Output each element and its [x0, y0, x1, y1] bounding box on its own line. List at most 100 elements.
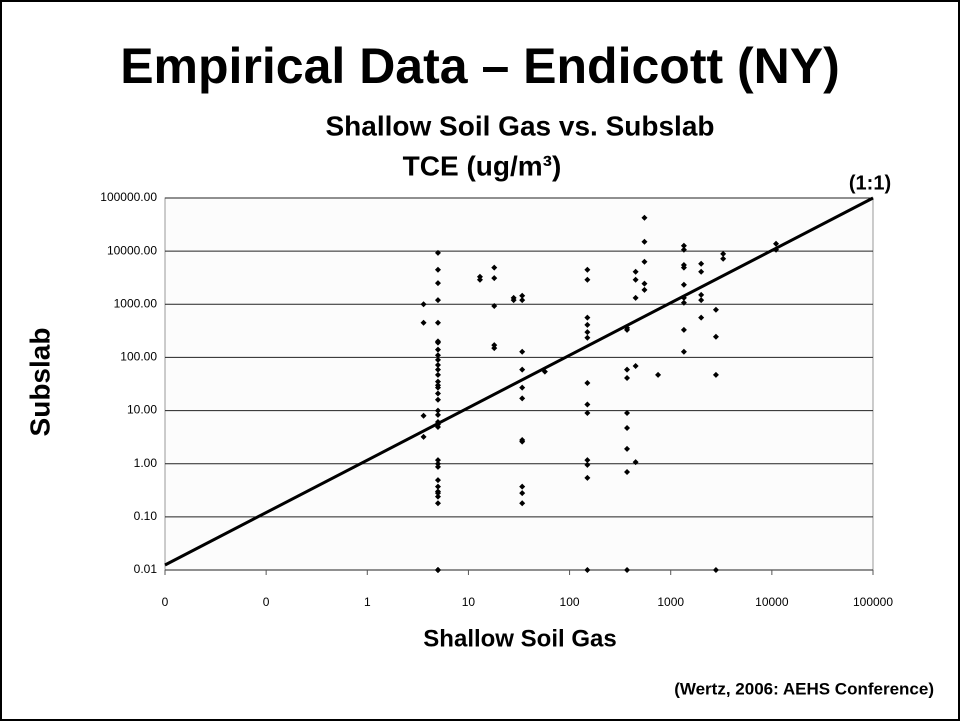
point — [698, 260, 705, 267]
x-tick-label: 10 — [462, 595, 476, 609]
point — [773, 240, 780, 247]
chart-subtitle: Shallow Soil Gas vs. Subslab — [325, 110, 714, 141]
point — [698, 297, 705, 304]
point — [434, 500, 441, 507]
point — [584, 461, 591, 468]
point — [680, 348, 687, 355]
point — [698, 314, 705, 321]
point — [632, 276, 639, 283]
point — [434, 463, 441, 470]
point — [624, 366, 631, 373]
point — [491, 302, 498, 309]
point — [510, 297, 517, 304]
source-note: (Wertz, 2006: AEHS Conference) — [674, 679, 934, 698]
point — [712, 306, 719, 313]
point — [632, 268, 639, 275]
point — [624, 567, 631, 573]
point — [584, 457, 591, 464]
point — [434, 407, 441, 414]
point — [519, 395, 526, 402]
point — [680, 294, 687, 301]
point — [624, 326, 631, 333]
point — [420, 412, 427, 419]
point — [434, 356, 441, 363]
point — [624, 468, 631, 475]
point — [712, 371, 719, 378]
chart-subtitle: TCE (ug/m³) — [403, 150, 562, 181]
y-tick-label: 1000.00 — [114, 296, 158, 310]
point — [584, 314, 591, 321]
annotation: (1:1) — [849, 172, 891, 194]
point — [434, 488, 441, 495]
point — [434, 493, 441, 500]
x-tick-label: 10000 — [755, 595, 789, 609]
point — [434, 396, 441, 403]
point — [698, 291, 705, 298]
point — [434, 266, 441, 273]
point — [720, 250, 727, 257]
point — [434, 366, 441, 373]
y-axis-label: Subslab — [24, 328, 55, 437]
point — [519, 483, 526, 490]
point — [624, 410, 631, 417]
point — [584, 410, 591, 417]
point — [680, 281, 687, 288]
point — [434, 338, 441, 345]
y-tick-label: 0.10 — [134, 509, 158, 523]
point — [434, 567, 441, 573]
point — [519, 348, 526, 355]
point — [624, 424, 631, 431]
point — [641, 258, 648, 265]
point — [519, 366, 526, 373]
point — [519, 297, 526, 304]
point — [584, 329, 591, 336]
point — [632, 362, 639, 369]
y-tick-label: 10000.00 — [107, 243, 157, 257]
point — [434, 297, 441, 304]
point — [434, 249, 441, 256]
point — [584, 380, 591, 387]
y-tick-label: 100000.00 — [100, 190, 157, 204]
point — [519, 500, 526, 507]
point — [434, 460, 441, 467]
point — [584, 474, 591, 481]
point — [712, 333, 719, 340]
point — [420, 319, 427, 326]
point — [519, 292, 526, 299]
point — [476, 276, 483, 283]
point — [712, 567, 719, 573]
x-tick-label: 1000 — [657, 595, 684, 609]
point — [491, 264, 498, 271]
point — [641, 286, 648, 293]
point — [680, 264, 687, 271]
point — [434, 346, 441, 353]
point — [632, 294, 639, 301]
point — [680, 299, 687, 306]
y-tick-label: 0.01 — [134, 562, 158, 576]
point — [434, 421, 441, 428]
point — [720, 255, 727, 262]
x-tick-label: 100 — [560, 595, 580, 609]
point — [680, 242, 687, 249]
point — [584, 266, 591, 273]
point — [434, 352, 441, 359]
point — [641, 238, 648, 245]
point — [680, 246, 687, 253]
point — [541, 368, 548, 375]
point — [434, 280, 441, 287]
one-to-one-line — [164, 196, 874, 567]
x-axis-label: Shallow Soil Gas — [423, 625, 616, 652]
point — [434, 382, 441, 389]
point — [773, 246, 780, 253]
point — [584, 321, 591, 328]
point — [434, 362, 441, 369]
point — [434, 378, 441, 385]
point — [584, 334, 591, 341]
x-tick-label: 0 — [263, 595, 270, 609]
point — [420, 301, 427, 308]
x-tick-label: 1 — [364, 595, 371, 609]
point — [698, 268, 705, 275]
x-tick-label: 0 — [162, 595, 169, 609]
point — [434, 411, 441, 418]
